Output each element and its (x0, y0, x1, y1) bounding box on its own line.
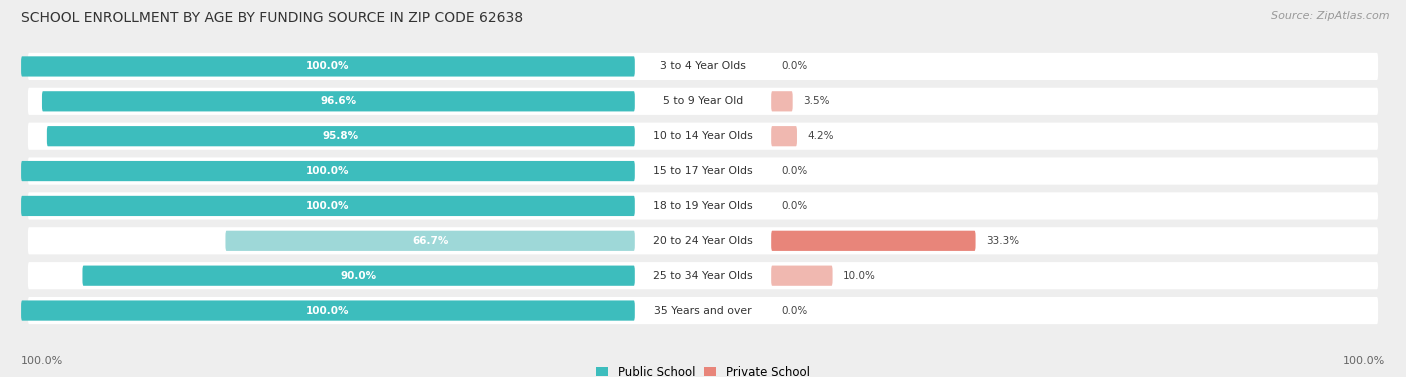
Text: 100.0%: 100.0% (21, 356, 63, 366)
FancyBboxPatch shape (772, 91, 793, 112)
Text: 0.0%: 0.0% (782, 166, 807, 176)
Text: 0.0%: 0.0% (782, 61, 807, 72)
Text: 18 to 19 Year Olds: 18 to 19 Year Olds (654, 201, 752, 211)
Text: 95.8%: 95.8% (323, 131, 359, 141)
FancyBboxPatch shape (42, 91, 636, 112)
Text: 35 Years and over: 35 Years and over (654, 305, 752, 316)
FancyBboxPatch shape (225, 231, 636, 251)
FancyBboxPatch shape (21, 196, 636, 216)
Text: 100.0%: 100.0% (307, 166, 350, 176)
Text: 100.0%: 100.0% (307, 201, 350, 211)
Legend: Public School, Private School: Public School, Private School (592, 361, 814, 377)
Text: 0.0%: 0.0% (782, 305, 807, 316)
Text: 10.0%: 10.0% (842, 271, 876, 281)
Text: 96.6%: 96.6% (321, 96, 357, 106)
FancyBboxPatch shape (28, 262, 1378, 289)
Text: 5 to 9 Year Old: 5 to 9 Year Old (662, 96, 744, 106)
Text: 10 to 14 Year Olds: 10 to 14 Year Olds (654, 131, 752, 141)
Text: 25 to 34 Year Olds: 25 to 34 Year Olds (654, 271, 752, 281)
Text: 100.0%: 100.0% (307, 305, 350, 316)
Text: 100.0%: 100.0% (307, 61, 350, 72)
FancyBboxPatch shape (772, 231, 976, 251)
FancyBboxPatch shape (28, 227, 1378, 254)
Text: 3.5%: 3.5% (803, 96, 830, 106)
FancyBboxPatch shape (83, 265, 636, 286)
FancyBboxPatch shape (772, 126, 797, 146)
FancyBboxPatch shape (28, 158, 1378, 185)
Text: 100.0%: 100.0% (1343, 356, 1385, 366)
Text: Source: ZipAtlas.com: Source: ZipAtlas.com (1271, 11, 1389, 21)
Text: 90.0%: 90.0% (340, 271, 377, 281)
FancyBboxPatch shape (772, 265, 832, 286)
Text: 20 to 24 Year Olds: 20 to 24 Year Olds (654, 236, 752, 246)
FancyBboxPatch shape (28, 53, 1378, 80)
Text: 3 to 4 Year Olds: 3 to 4 Year Olds (659, 61, 747, 72)
FancyBboxPatch shape (21, 56, 636, 77)
FancyBboxPatch shape (28, 88, 1378, 115)
FancyBboxPatch shape (46, 126, 636, 146)
FancyBboxPatch shape (21, 300, 636, 321)
Text: 66.7%: 66.7% (412, 236, 449, 246)
Text: 4.2%: 4.2% (807, 131, 834, 141)
FancyBboxPatch shape (28, 297, 1378, 324)
Text: 15 to 17 Year Olds: 15 to 17 Year Olds (654, 166, 752, 176)
FancyBboxPatch shape (21, 161, 636, 181)
FancyBboxPatch shape (28, 192, 1378, 219)
Text: 33.3%: 33.3% (986, 236, 1019, 246)
FancyBboxPatch shape (28, 123, 1378, 150)
Text: SCHOOL ENROLLMENT BY AGE BY FUNDING SOURCE IN ZIP CODE 62638: SCHOOL ENROLLMENT BY AGE BY FUNDING SOUR… (21, 11, 523, 25)
Text: 0.0%: 0.0% (782, 201, 807, 211)
